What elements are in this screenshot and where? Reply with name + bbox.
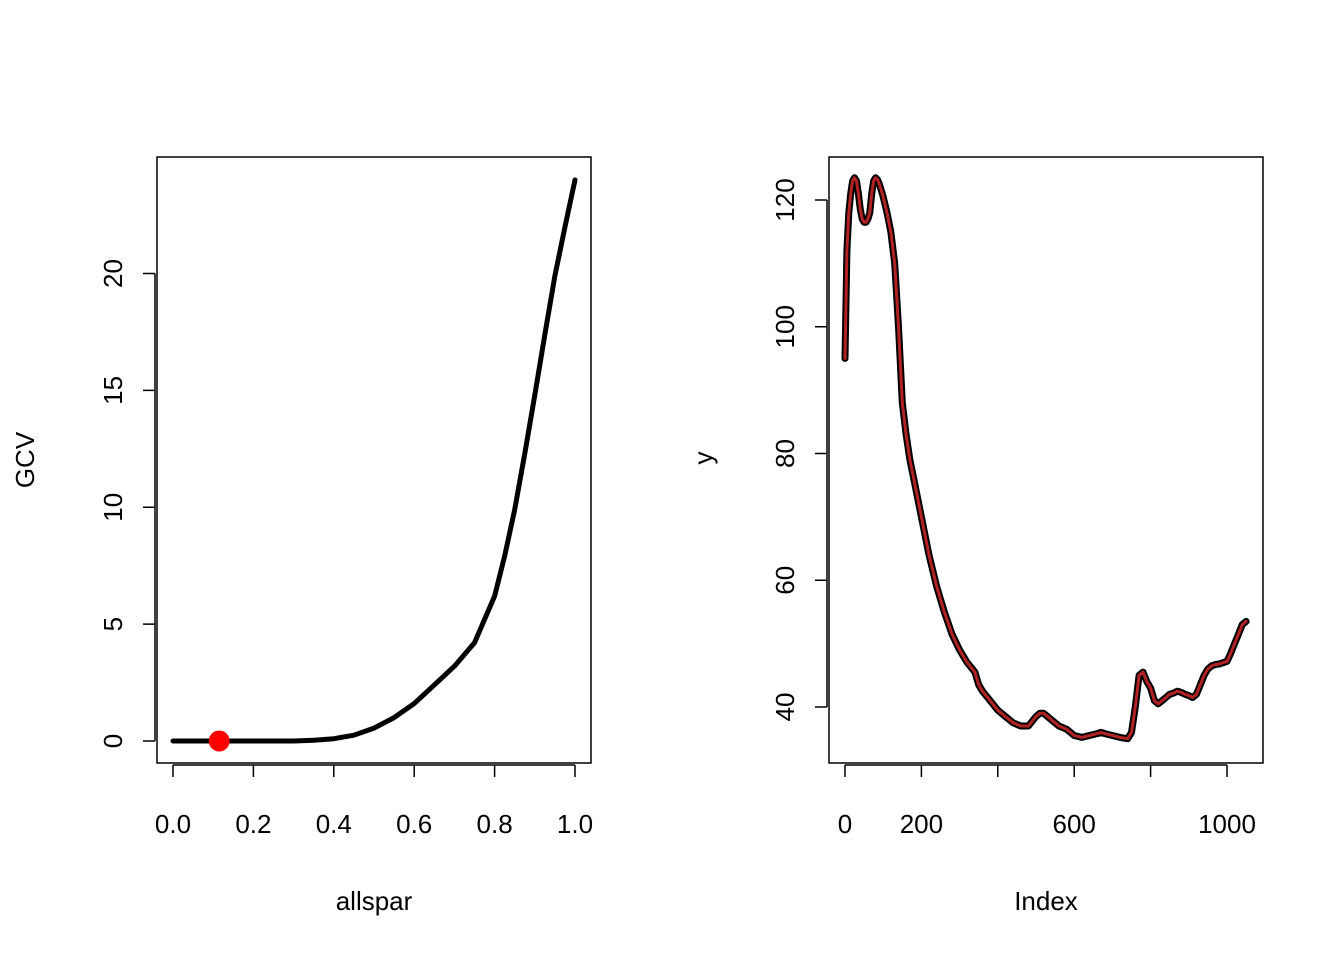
gcv-plot-frame (156, 156, 592, 764)
gcv-x-axis: 0.0 0.2 0.4 0.6 0.8 1.0 (155, 764, 593, 839)
y-axis-label: y (688, 452, 718, 465)
gcv-x-axis-label: allspar (336, 886, 413, 916)
gcv-x-tick-label: 0.8 (477, 809, 513, 839)
gcv-x-tick-label: 0.6 (396, 809, 432, 839)
gcv-series (170, 177, 578, 752)
yindex-series-line-0 (841, 174, 1250, 743)
yindex-y-tick-label: 40 (770, 693, 800, 722)
gcv-y-tick-label: 20 (98, 259, 128, 288)
gcv-x-tick-label: 1.0 (557, 809, 593, 839)
gcv-series-line-0 (170, 177, 578, 744)
gcv-y-tick-label: 15 (98, 376, 128, 405)
yindex-x-tick-label: 1000 (1198, 809, 1256, 839)
gcv-highlight-point (208, 730, 230, 752)
gcv-plot-panel: 0.0 0.2 0.4 0.6 0.8 1.0 0 5 10 15 20 allspar GCV (10, 156, 593, 916)
yindex-x-tick-label: 0 (838, 809, 852, 839)
gcv-y-tick-label: 0 (98, 734, 128, 748)
yindex-y-tick-label: 60 (770, 566, 800, 595)
y-index-plot-panel: 0 200 600 1000 40 60 80 100 120 Index y (688, 156, 1264, 916)
yindex-x-tick-label: 600 (1053, 809, 1096, 839)
yindex-x-tick-label: 200 (900, 809, 943, 839)
index-x-axis: 0 200 600 1000 (838, 764, 1256, 839)
yindex-y-tick-label: 100 (770, 305, 800, 348)
yindex-y-tick-label: 80 (770, 439, 800, 468)
gcv-x-tick-label: 0.4 (316, 809, 352, 839)
gcv-y-axis: 0 5 10 15 20 (98, 259, 156, 748)
gcv-y-tick-label: 5 (98, 617, 128, 631)
yindex-y-tick-label: 120 (770, 178, 800, 221)
yindex-series-line-1 (843, 176, 1248, 741)
index-x-axis-label: Index (1014, 886, 1078, 916)
gcv-y-tick-label: 10 (98, 493, 128, 522)
gcv-x-tick-label: 0.2 (235, 809, 271, 839)
y-axis: 40 60 80 100 120 (770, 178, 828, 722)
y-index-plot-frame (828, 156, 1264, 764)
y-index-series (841, 174, 1250, 743)
gcv-y-axis-label: GCV (10, 431, 40, 488)
gcv-x-tick-label: 0.0 (155, 809, 191, 839)
